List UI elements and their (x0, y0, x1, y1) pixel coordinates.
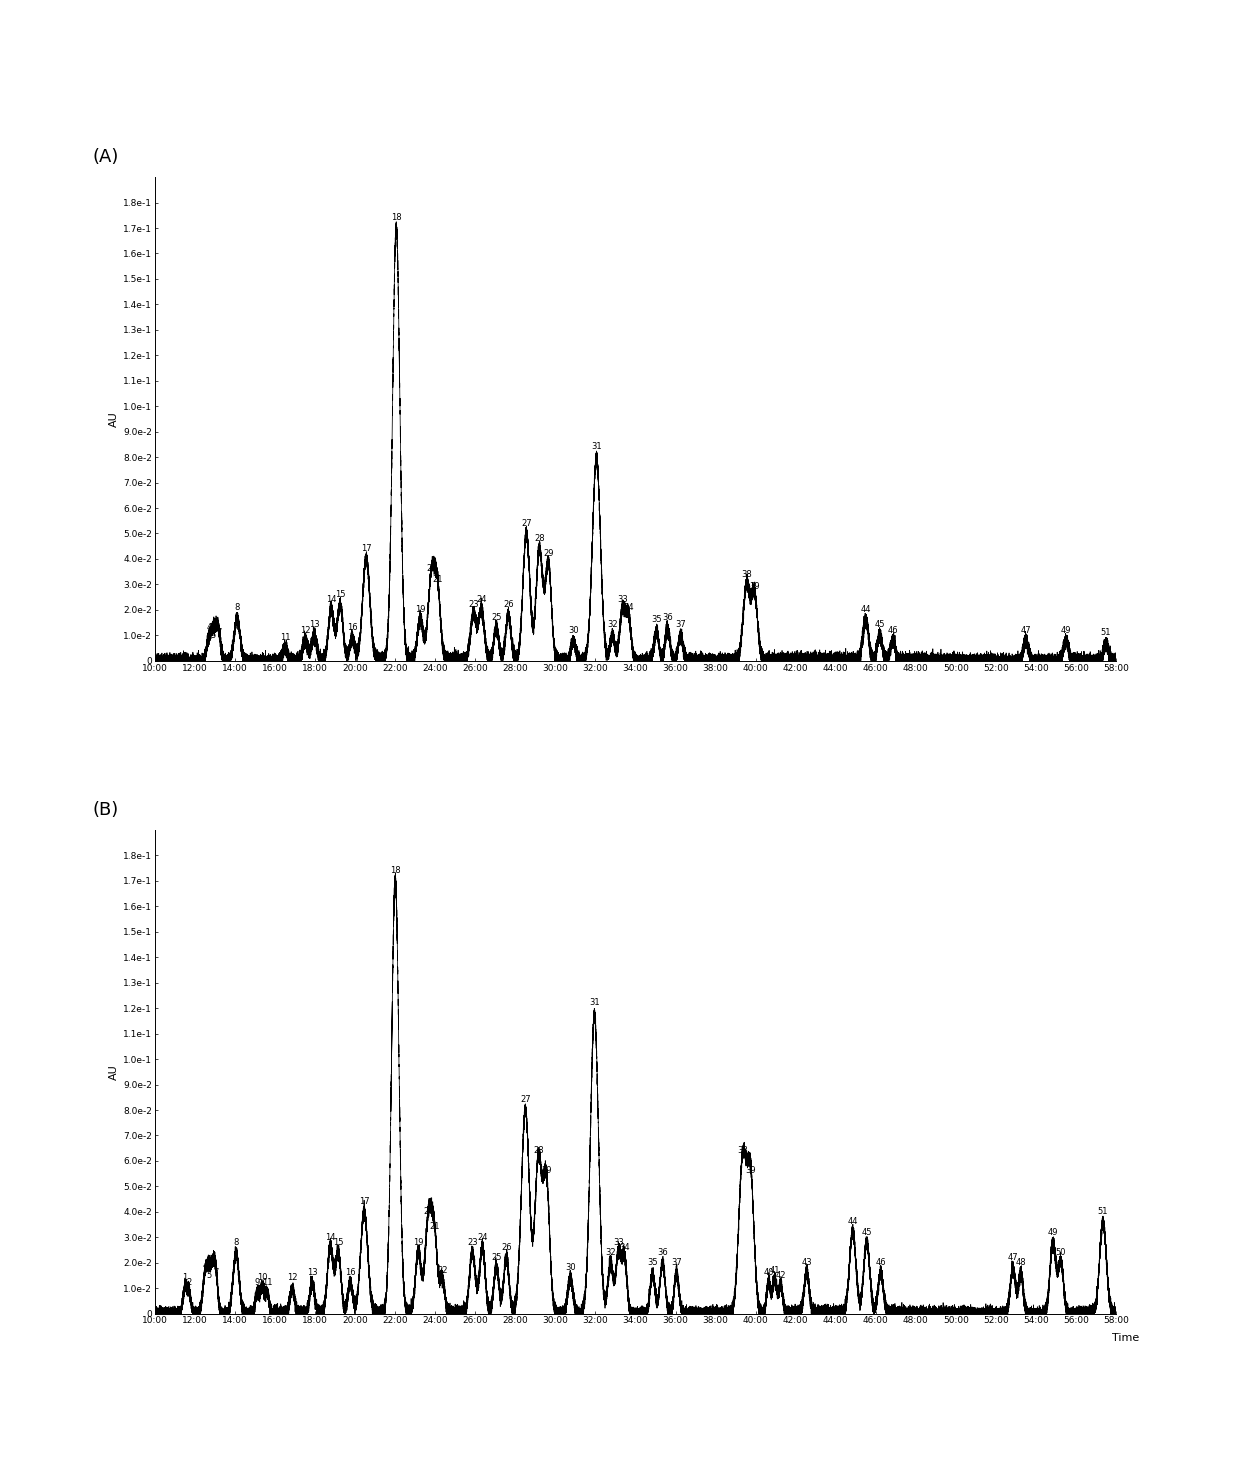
Text: 44: 44 (861, 605, 870, 614)
Text: 38: 38 (738, 1145, 748, 1156)
Text: 11: 11 (280, 633, 290, 642)
Text: 34: 34 (624, 602, 634, 611)
Text: 41: 41 (769, 1266, 780, 1275)
Text: 19: 19 (415, 605, 425, 614)
Text: 16: 16 (345, 1268, 356, 1277)
Text: 29: 29 (543, 549, 553, 558)
Text: 47: 47 (1008, 1253, 1018, 1262)
Text: 22: 22 (436, 1266, 448, 1275)
Text: 13: 13 (309, 620, 320, 629)
Text: 14: 14 (325, 1232, 336, 1241)
Text: 39: 39 (745, 1166, 756, 1175)
Text: 8: 8 (233, 1238, 239, 1247)
Text: 31: 31 (589, 998, 600, 1008)
Text: 32: 32 (608, 620, 618, 629)
Text: 49: 49 (1048, 1228, 1058, 1237)
X-axis label: Time: Time (1112, 1333, 1140, 1343)
Text: 27: 27 (521, 518, 532, 528)
Text: 10: 10 (257, 1274, 268, 1283)
Text: 23: 23 (467, 601, 479, 610)
Text: 29: 29 (541, 1166, 552, 1175)
Text: 2: 2 (186, 1278, 192, 1287)
Text: 4: 4 (206, 623, 212, 632)
Text: 38: 38 (742, 570, 751, 579)
Text: 26: 26 (501, 1243, 512, 1252)
Text: 5: 5 (206, 1271, 211, 1280)
Text: 51: 51 (1097, 1207, 1109, 1216)
Text: 49: 49 (1060, 626, 1071, 635)
Text: 7: 7 (213, 1268, 218, 1277)
Text: (B): (B) (93, 801, 119, 819)
Text: 18: 18 (391, 213, 402, 223)
Text: 18: 18 (389, 866, 401, 875)
Text: 21: 21 (432, 574, 443, 583)
Text: 48: 48 (1016, 1258, 1027, 1266)
Y-axis label: AU: AU (109, 410, 119, 427)
Text: 15: 15 (335, 590, 346, 599)
Y-axis label: AU: AU (109, 1064, 119, 1080)
Text: 11: 11 (262, 1278, 273, 1287)
Text: 35: 35 (647, 1258, 658, 1266)
Text: 4: 4 (202, 1261, 207, 1269)
Text: 25: 25 (491, 613, 502, 621)
Text: 24: 24 (476, 595, 486, 604)
Text: 34: 34 (619, 1243, 630, 1252)
Text: 32: 32 (605, 1247, 616, 1258)
Text: 40: 40 (764, 1268, 774, 1277)
Text: 42: 42 (775, 1271, 786, 1280)
Text: 36: 36 (662, 613, 673, 621)
Text: 25: 25 (491, 1253, 502, 1262)
Text: 35: 35 (651, 615, 662, 624)
Text: 5: 5 (210, 630, 216, 639)
Text: 47: 47 (1021, 626, 1032, 635)
Text: 31: 31 (591, 443, 601, 452)
Text: 12: 12 (286, 1274, 298, 1283)
Text: 30: 30 (568, 626, 579, 635)
Text: 28: 28 (534, 534, 544, 543)
Text: 19: 19 (413, 1238, 424, 1247)
Text: (A): (A) (93, 148, 119, 167)
Text: 43: 43 (801, 1258, 812, 1266)
Text: 46: 46 (875, 1258, 887, 1266)
Text: 28: 28 (533, 1145, 543, 1156)
Text: 14: 14 (326, 595, 336, 604)
Text: 6: 6 (210, 1256, 216, 1265)
Text: 12: 12 (300, 626, 310, 635)
Text: 51: 51 (1101, 629, 1111, 638)
Text: 50: 50 (1055, 1247, 1066, 1258)
Text: 26: 26 (503, 601, 513, 610)
Text: 13: 13 (306, 1268, 317, 1277)
Text: 24: 24 (477, 1232, 487, 1241)
Text: 6: 6 (213, 618, 218, 627)
Text: 23: 23 (467, 1238, 477, 1247)
Text: 45: 45 (874, 620, 885, 629)
Text: 45: 45 (862, 1228, 872, 1237)
Text: 1: 1 (182, 1274, 187, 1283)
Text: 20: 20 (423, 1207, 434, 1216)
Text: 39: 39 (749, 583, 760, 592)
Text: 8: 8 (234, 602, 239, 611)
Text: 17: 17 (358, 1197, 370, 1206)
Text: 33: 33 (618, 595, 627, 604)
Text: 20: 20 (427, 564, 436, 574)
Text: 36: 36 (657, 1247, 668, 1258)
Text: 37: 37 (675, 620, 686, 629)
Text: 9: 9 (254, 1278, 259, 1287)
Text: 27: 27 (520, 1095, 531, 1104)
Text: 33: 33 (613, 1238, 624, 1247)
Text: 15: 15 (334, 1238, 343, 1247)
Text: 7: 7 (216, 629, 222, 638)
Text: 16: 16 (347, 623, 357, 632)
Text: 21: 21 (429, 1222, 439, 1231)
Text: 37: 37 (671, 1258, 682, 1266)
Text: 30: 30 (565, 1263, 575, 1272)
Text: 44: 44 (847, 1218, 858, 1227)
Text: 17: 17 (361, 545, 372, 554)
Text: 46: 46 (888, 626, 898, 635)
